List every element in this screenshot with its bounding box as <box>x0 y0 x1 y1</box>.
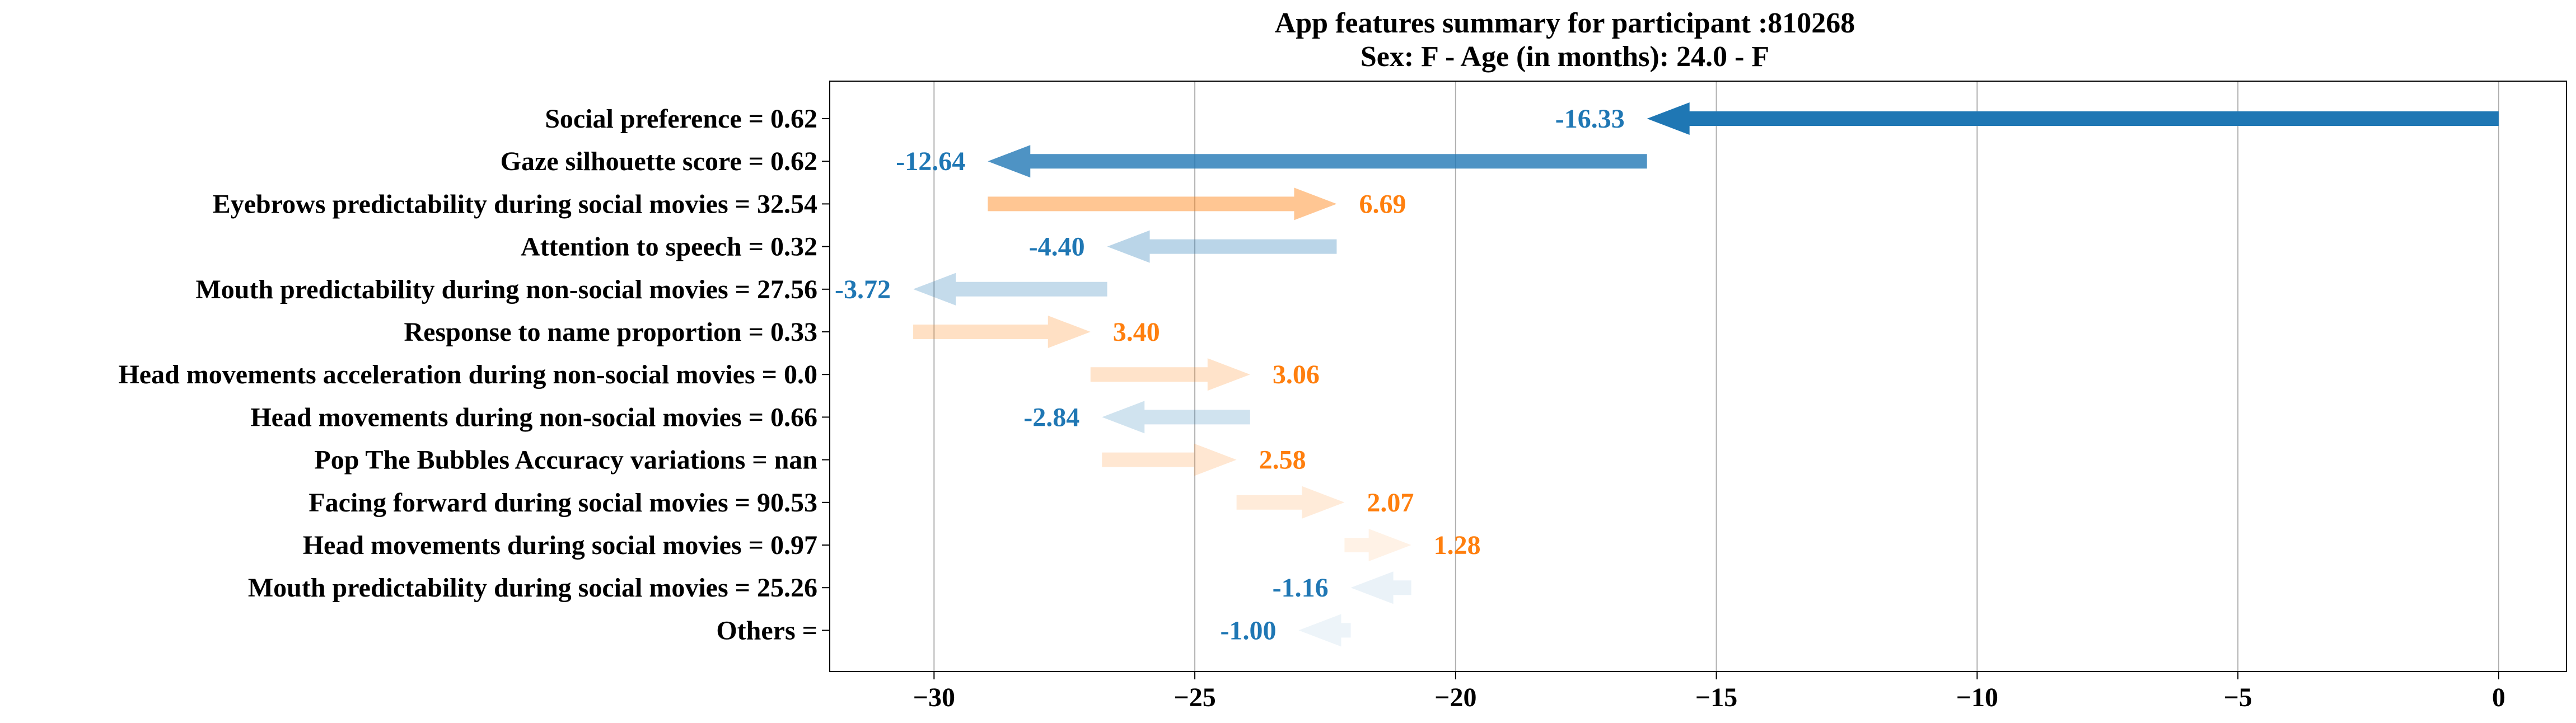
feature-label: Eyebrows predictability during social mo… <box>213 189 817 219</box>
feature-label: Others = <box>716 616 817 645</box>
feature-label: Mouth predictability during non-social m… <box>195 275 817 304</box>
waterfall-arrow <box>1107 230 1337 263</box>
x-tick-label: −10 <box>1956 683 1998 712</box>
x-tick-label: −20 <box>1434 683 1476 712</box>
waterfall-arrow <box>988 145 1647 178</box>
feature-label: Head movements acceleration during non-s… <box>118 360 817 389</box>
grid-layer <box>933 81 2499 672</box>
value-label: 3.40 <box>1113 317 1160 347</box>
feature-label: Mouth predictability during social movie… <box>248 573 817 603</box>
waterfall-arrow <box>1350 571 1411 604</box>
x-tick-label: 0 <box>2492 683 2505 712</box>
value-label: -1.00 <box>1220 616 1276 645</box>
waterfall-arrow <box>1236 486 1345 519</box>
value-label: -4.40 <box>1029 232 1085 262</box>
feature-label: Head movements during social movies = 0.… <box>303 530 817 560</box>
feature-label: Head movements during non-social movies … <box>250 402 817 432</box>
waterfall-arrow <box>913 273 1107 306</box>
x-tick-label: −30 <box>913 683 955 712</box>
value-label: 2.58 <box>1259 445 1306 475</box>
waterfall-arrow <box>1090 358 1250 391</box>
waterfall-arrow <box>1647 102 2499 135</box>
waterfall-arrow <box>1102 401 1250 434</box>
chart-subtitle: Sex: F - Age (in months): 24.0 - F <box>1361 41 1769 73</box>
waterfall-arrow <box>1102 443 1237 476</box>
value-label: 3.06 <box>1273 360 1320 389</box>
waterfall-arrow <box>1344 529 1411 561</box>
value-label: -1.16 <box>1273 573 1329 603</box>
value-label: 2.07 <box>1367 488 1414 518</box>
axis-layer: −30 −25 −20 −15 −10 −5 0 Social preference = 0.… <box>118 81 2567 712</box>
feature-label: Facing forward during social movies = 90… <box>308 488 817 518</box>
feature-label: Pop The Bubbles Accuracy variations = na… <box>314 445 817 475</box>
labels-layer: -16.33 -12.64 6.69 -4.40 -3.72 3.40 3.06 -2.84 2… <box>835 104 1625 645</box>
value-label: -12.64 <box>896 147 965 176</box>
feature-label: Social preference = 0.62 <box>545 104 817 134</box>
feature-label: Attention to speech = 0.32 <box>521 232 817 262</box>
x-tick-label: −5 <box>2223 683 2252 712</box>
plot-frame <box>829 81 2567 672</box>
chart-title: App features summary for participant :81… <box>1275 7 1855 39</box>
waterfall-arrow <box>1298 614 1351 647</box>
value-label: 6.69 <box>1359 189 1406 219</box>
feature-label: Response to name proportion = 0.33 <box>404 317 818 347</box>
waterfall-arrow <box>913 316 1091 348</box>
x-tick-label: −25 <box>1174 683 1215 712</box>
x-tick-label: −15 <box>1695 683 1737 712</box>
bars-layer <box>913 102 2499 647</box>
waterfall-arrow <box>988 187 1337 220</box>
value-label: 1.28 <box>1434 530 1481 560</box>
value-label: -16.33 <box>1555 104 1625 134</box>
feature-label: Gaze silhouette score = 0.62 <box>501 147 817 176</box>
value-label: -3.72 <box>835 275 891 304</box>
value-label: -2.84 <box>1023 402 1079 432</box>
